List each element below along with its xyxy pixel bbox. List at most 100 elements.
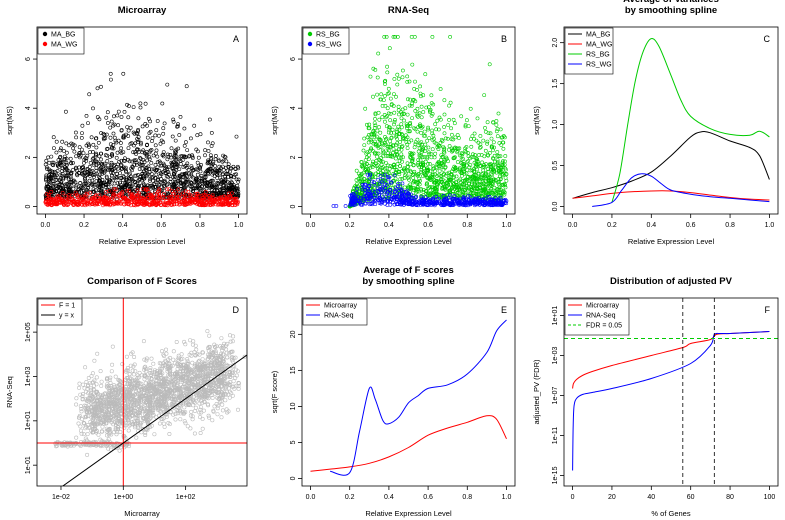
data-point bbox=[197, 166, 202, 171]
data-point bbox=[475, 116, 480, 121]
data-point bbox=[392, 77, 397, 81]
data-point bbox=[393, 189, 397, 194]
data-point bbox=[404, 140, 409, 144]
data-point bbox=[391, 92, 396, 97]
data-point bbox=[476, 159, 480, 164]
data-point bbox=[383, 186, 388, 190]
data-point bbox=[413, 127, 418, 132]
data-point bbox=[199, 193, 204, 198]
data-point bbox=[452, 156, 457, 160]
data-point bbox=[478, 134, 483, 138]
data-point bbox=[371, 141, 376, 146]
data-point bbox=[367, 190, 372, 195]
data-point bbox=[393, 195, 398, 200]
data-point bbox=[130, 165, 135, 170]
data-point bbox=[178, 200, 183, 205]
data-point bbox=[179, 186, 183, 191]
data-point bbox=[102, 161, 107, 166]
data-point bbox=[399, 147, 404, 152]
data-point bbox=[391, 147, 396, 151]
data-point bbox=[151, 153, 156, 158]
data-point bbox=[72, 178, 76, 183]
y-tick-label: 2.0 bbox=[552, 38, 559, 48]
data-point bbox=[69, 141, 74, 146]
legend-box bbox=[564, 27, 614, 75]
data-point bbox=[371, 94, 375, 99]
data-point bbox=[203, 189, 208, 194]
data-point bbox=[384, 124, 389, 129]
data-point bbox=[448, 35, 453, 39]
plot-area bbox=[37, 298, 247, 486]
y-tick-label: 2 bbox=[25, 155, 32, 159]
data-point bbox=[171, 119, 176, 124]
data-point bbox=[395, 184, 400, 188]
data-point bbox=[404, 124, 409, 128]
y-axis-label: sqrt(MS) bbox=[532, 106, 541, 135]
data-point bbox=[49, 154, 54, 159]
data-point bbox=[430, 191, 435, 196]
data-point bbox=[155, 119, 160, 123]
chart-title: by smoothing spline bbox=[625, 5, 717, 16]
data-point bbox=[364, 151, 369, 156]
data-point bbox=[107, 189, 112, 194]
data-point bbox=[224, 172, 228, 176]
data-point bbox=[135, 147, 139, 152]
data-point bbox=[137, 149, 142, 154]
data-point bbox=[69, 196, 74, 201]
data-point bbox=[425, 156, 430, 161]
data-point bbox=[146, 164, 151, 169]
data-point bbox=[486, 180, 491, 185]
legend-marker bbox=[307, 31, 313, 37]
data-point bbox=[389, 135, 394, 140]
data-point bbox=[155, 160, 160, 165]
data-point bbox=[110, 168, 114, 173]
data-point bbox=[448, 100, 453, 105]
data-point bbox=[362, 196, 367, 201]
data-point bbox=[138, 174, 143, 179]
data-point bbox=[79, 190, 84, 195]
data-point bbox=[218, 196, 223, 200]
data-point bbox=[111, 131, 116, 136]
data-point bbox=[80, 203, 85, 207]
data-point bbox=[235, 164, 240, 169]
data-point bbox=[67, 143, 71, 148]
data-point bbox=[392, 173, 397, 178]
data-point bbox=[210, 195, 215, 200]
data-point bbox=[397, 147, 401, 152]
data-point bbox=[44, 192, 49, 196]
data-point bbox=[446, 159, 450, 164]
data-point bbox=[426, 191, 431, 196]
data-point bbox=[86, 181, 91, 186]
data-point bbox=[141, 187, 145, 192]
data-point bbox=[140, 166, 145, 171]
data-point bbox=[427, 161, 432, 166]
data-point bbox=[441, 145, 446, 150]
data-point bbox=[165, 82, 170, 87]
data-point bbox=[392, 120, 397, 124]
data-point bbox=[429, 201, 434, 206]
data-point bbox=[463, 203, 468, 208]
data-point bbox=[441, 193, 446, 198]
data-point bbox=[445, 136, 450, 141]
data-point bbox=[130, 194, 135, 199]
data-point bbox=[464, 183, 469, 188]
data-point bbox=[469, 200, 473, 205]
data-point bbox=[61, 188, 66, 193]
data-point bbox=[487, 174, 492, 179]
data-point bbox=[396, 76, 401, 81]
data-point bbox=[167, 187, 172, 192]
data-point bbox=[466, 186, 471, 191]
data-point bbox=[367, 197, 372, 202]
data-point bbox=[64, 109, 68, 114]
data-point bbox=[417, 182, 422, 187]
data-point bbox=[358, 197, 363, 202]
data-point bbox=[135, 373, 140, 378]
data-point bbox=[144, 167, 148, 172]
data-point bbox=[80, 197, 84, 202]
data-point bbox=[54, 139, 59, 144]
data-point bbox=[180, 174, 185, 179]
data-point bbox=[215, 185, 219, 189]
data-point bbox=[45, 186, 49, 191]
data-point bbox=[120, 362, 125, 367]
data-point bbox=[451, 137, 456, 142]
